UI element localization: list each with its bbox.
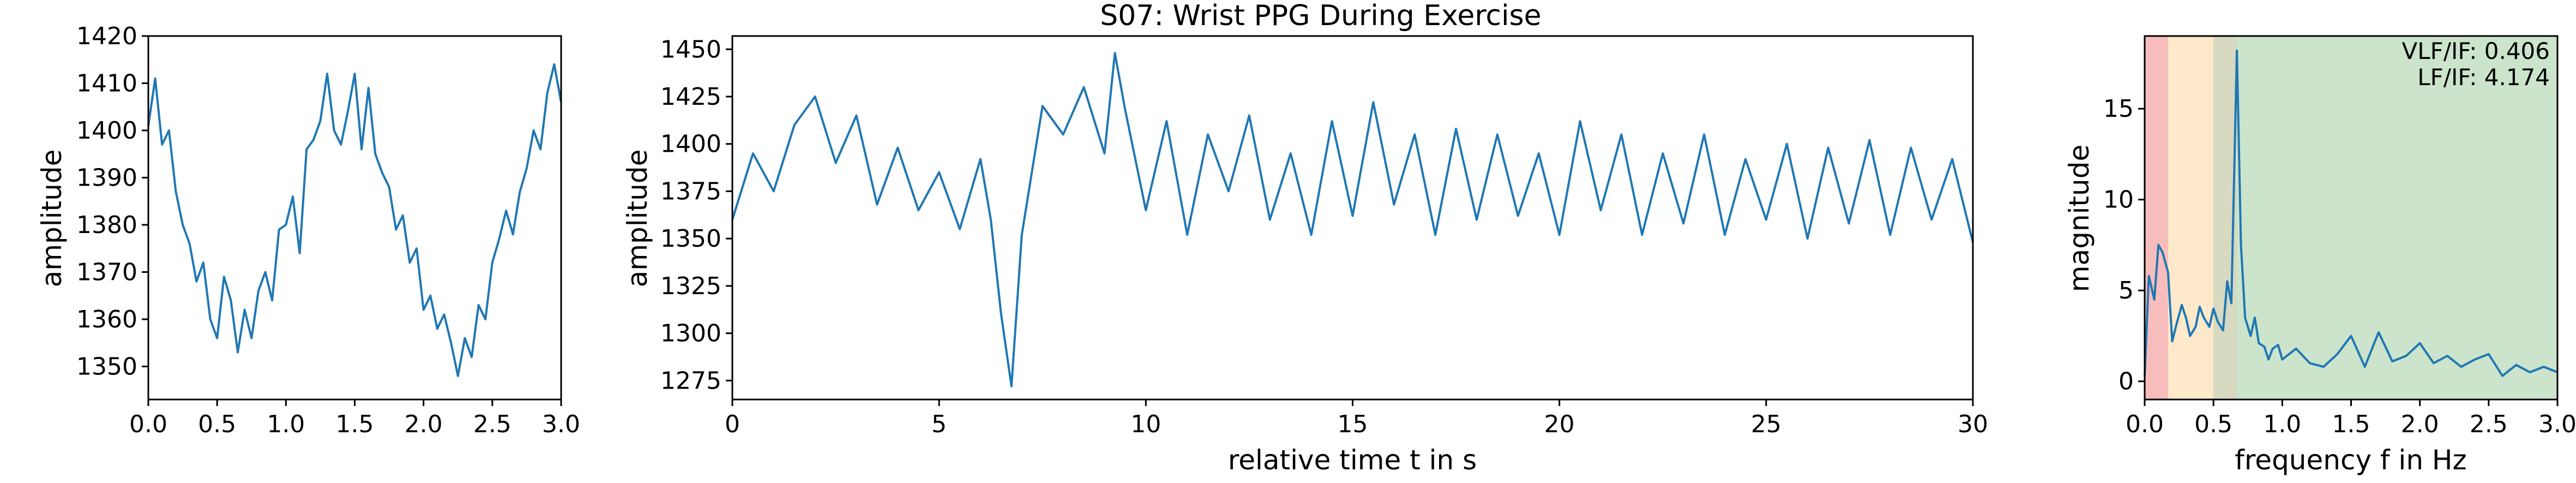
y-tick-label: 1400 (76, 117, 137, 145)
y-tick-label: 1420 (76, 22, 137, 50)
x-tick-label: 1.5 (336, 410, 374, 438)
lf-ratio-annotation: LF/IF: 4.174 (2417, 64, 2550, 91)
x-tick-label: 0.5 (198, 410, 236, 438)
left-panel-frame (147, 35, 562, 401)
x-tick-label: 2.5 (473, 410, 511, 438)
y-tick-label: 1350 (76, 353, 137, 380)
band-1 (2168, 36, 2214, 399)
x-tick-label: 20 (1544, 410, 1575, 438)
series-layer (731, 52, 1974, 387)
y-tick-label: 0 (2118, 368, 2134, 396)
y-tick-label: 15 (2103, 95, 2134, 123)
series-line-0 (147, 63, 562, 377)
x-tick-label: 2.0 (2401, 410, 2439, 438)
x-tick-label: 2.0 (405, 410, 443, 438)
y-tick-label: 1350 (660, 225, 721, 253)
chart-title: S07: Wrist PPG During Exercise (1100, 0, 1541, 32)
series-layer (2144, 49, 2558, 377)
x-tick-label: 25 (1751, 410, 1781, 438)
x-tick-label: 0.5 (2194, 410, 2232, 438)
y-tick-label: 1360 (76, 306, 137, 333)
y-tick-label: 1410 (76, 69, 137, 97)
series-layer (147, 63, 562, 377)
middle-panel: 0 5 10 15 20 25 30 1275 1300 1325 1350 1375 1400 1425… (622, 35, 1988, 476)
y-tick-label: 1375 (660, 177, 721, 205)
middle-x-axis-label: relative time t in s (1228, 444, 1477, 476)
x-tick-label: 1.0 (267, 410, 305, 438)
y-tick-label: 1300 (660, 320, 721, 348)
x-tick-label: 10 (1130, 410, 1161, 438)
tick-layer: 0.0 0.5 1.0 1.5 2.0 2.5 3.0 0 5 10 15 (2103, 95, 2576, 438)
left-panel: 0.0 0.5 1.0 1.5 2.0 2.5 3.0 1350 1360 1370 1380 139… (36, 22, 580, 438)
y-tick-label: 1275 (660, 367, 721, 395)
series-line-0 (2144, 49, 2558, 377)
x-tick-label: 15 (1338, 410, 1368, 438)
x-tick-label: 1.0 (2263, 410, 2301, 438)
y-tick-label: 1380 (76, 211, 137, 239)
x-tick-label: 0.0 (129, 410, 167, 438)
x-tick-label: 3.0 (2538, 410, 2576, 438)
vlf-ratio-annotation: VLF/IF: 0.406 (2402, 38, 2550, 64)
right-panel: 0.0 0.5 1.0 1.5 2.0 2.5 3.0 0 5 10 15 magnitude fr… (2063, 35, 2576, 476)
x-tick-label: 2.5 (2470, 410, 2508, 438)
tick-layer: 0.0 0.5 1.0 1.5 2.0 2.5 3.0 1350 1360 1370 1380 139… (76, 22, 580, 438)
y-tick-label: 5 (2118, 277, 2134, 305)
middle-y-axis-label: amplitude (622, 150, 653, 288)
y-tick-label: 1390 (76, 164, 137, 192)
x-tick-label: 1.5 (2332, 410, 2370, 438)
y-tick-label: 1425 (660, 83, 721, 111)
y-tick-label: 1325 (660, 272, 721, 300)
right-x-axis-label: frequency f in Hz (2235, 444, 2467, 476)
x-tick-label: 30 (1958, 410, 1988, 438)
y-tick-label: 1450 (660, 35, 721, 63)
y-tick-label: 10 (2103, 186, 2134, 214)
middle-panel-frame (731, 35, 1974, 401)
left-y-axis-label: amplitude (36, 150, 68, 288)
x-tick-label: 5 (931, 410, 947, 438)
y-tick-label: 1400 (660, 130, 721, 158)
series-line-0 (731, 52, 1974, 387)
x-tick-label: 3.0 (542, 410, 580, 438)
band-3 (2237, 36, 2557, 399)
band-0 (2145, 36, 2168, 399)
x-tick-label: 0.0 (2126, 410, 2164, 438)
x-tick-label: 0 (725, 410, 740, 438)
y-tick-label: 1370 (76, 258, 137, 286)
tick-layer: 0 5 10 15 20 25 30 1275 1300 1325 1350 1375 1400 1425… (660, 35, 1988, 438)
right-y-axis-label: magnitude (2063, 145, 2095, 292)
